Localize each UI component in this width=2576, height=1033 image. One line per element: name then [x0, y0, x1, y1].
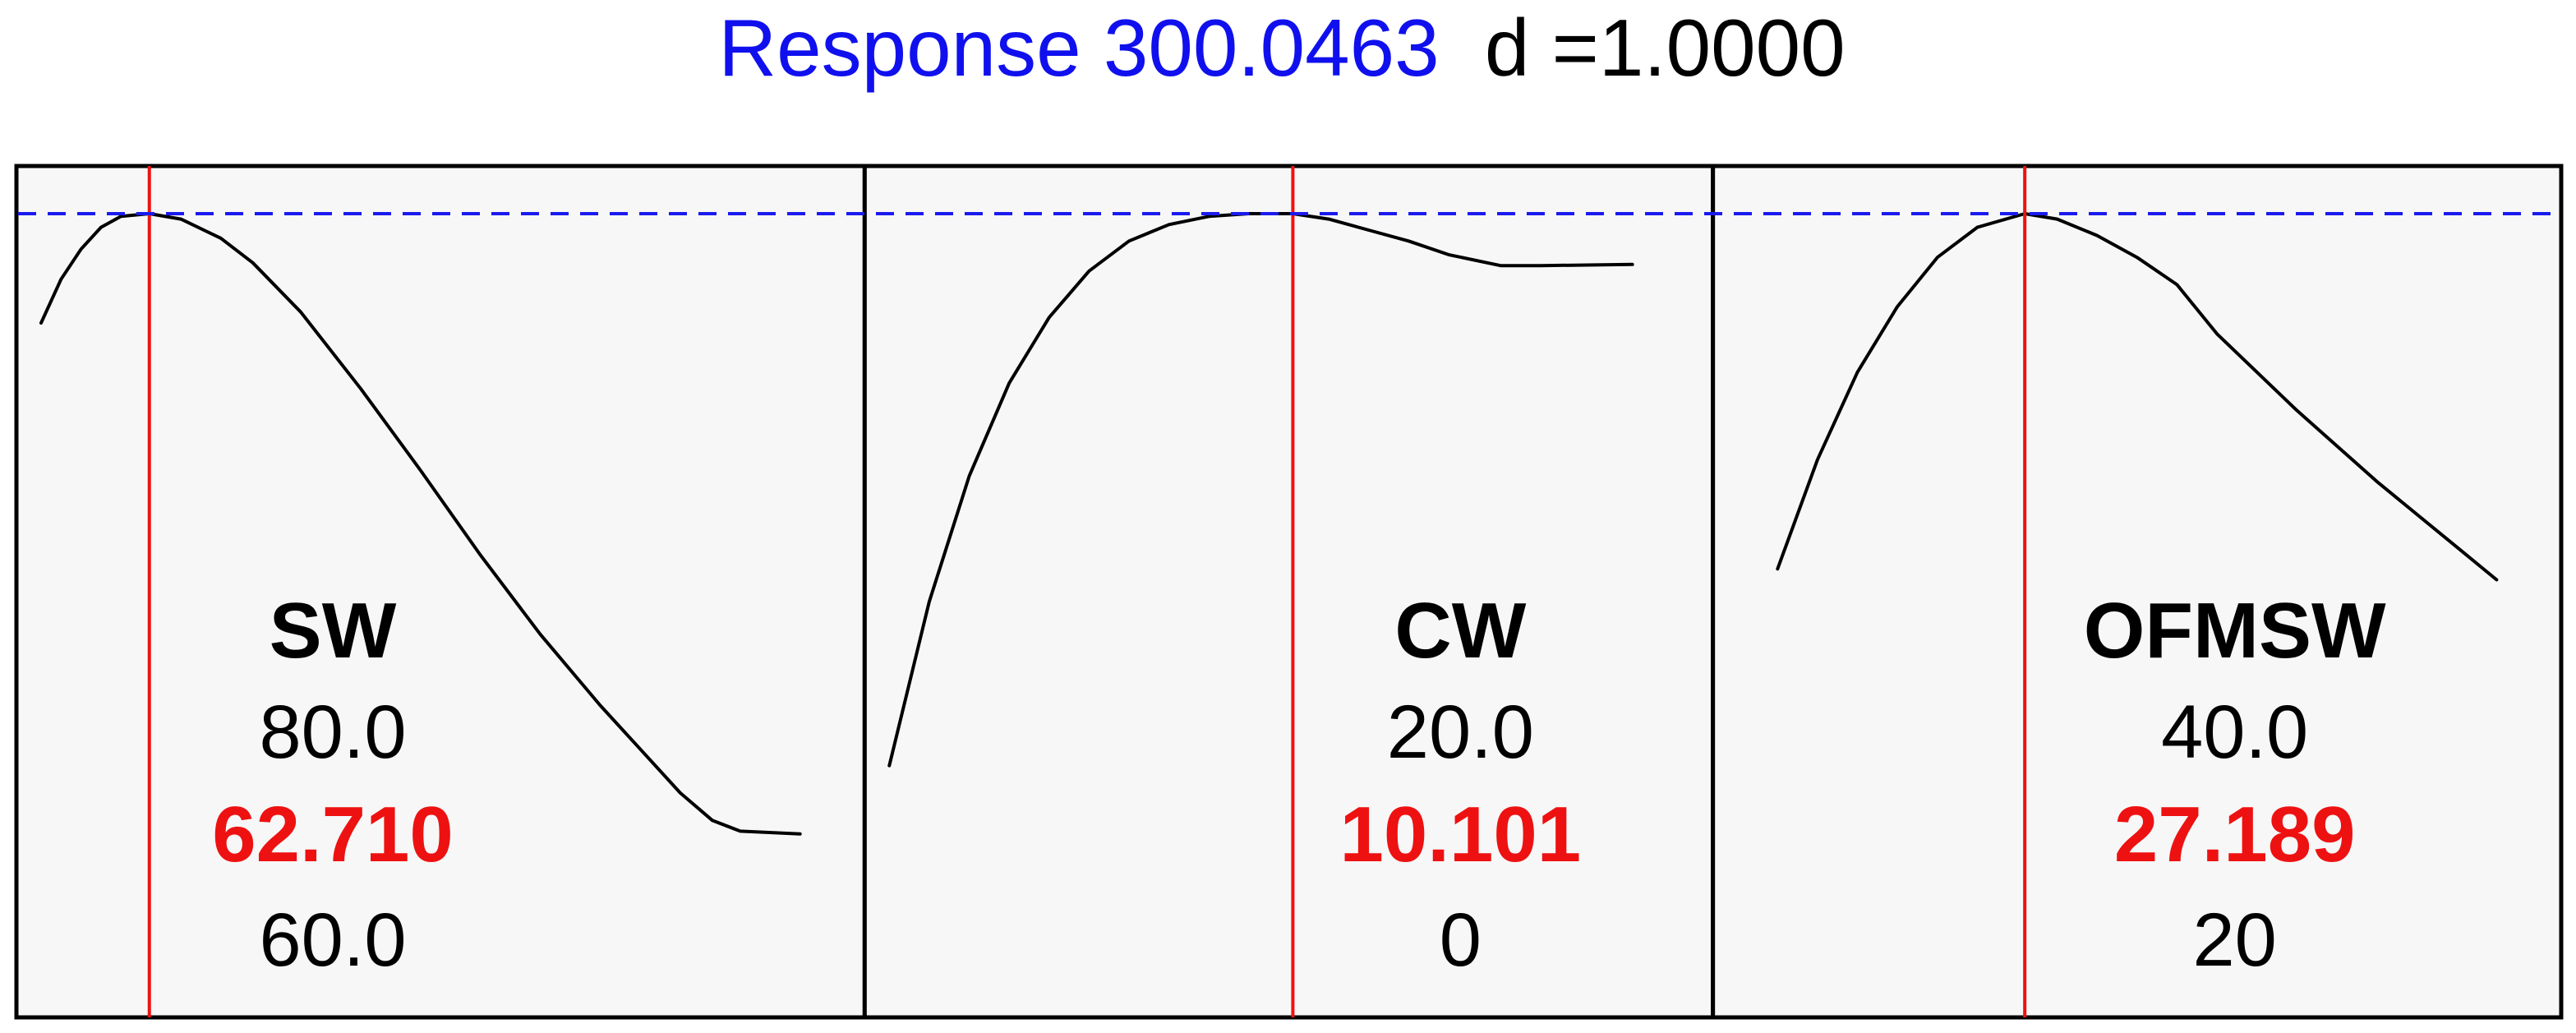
profile-curve-ofmsw: [1776, 212, 2499, 582]
factor-current-ofmsw: 27.189: [2114, 791, 2356, 879]
factor-current-sw: 62.710: [212, 791, 454, 879]
chart-title: Response 300.0463 d =1.0000: [718, 2, 1845, 93]
profile-curve-sw: [39, 212, 802, 836]
factor-name-ofmsw: OFMSW: [2084, 587, 2386, 675]
panel-background: [1711, 164, 2564, 1020]
desirability-value-label: d =1.0000: [1485, 2, 1846, 93]
factor-low-ofmsw: 20: [2192, 898, 2276, 982]
factor-low-sw: 60.0: [259, 898, 406, 982]
factor-low-cw: 0: [1440, 898, 1482, 982]
profile-curve-cw: [887, 212, 1634, 768]
factor-current-cw: 10.101: [1340, 791, 1582, 879]
factor-panel-sw: SW 80.0 62.710 60.0: [14, 164, 867, 1020]
factor-high-cw: 20.0: [1387, 690, 1534, 774]
factor-panel-ofmsw: OFMSW 40.0 27.189 20: [1711, 164, 2564, 1020]
factor-panel-cw: CW 20.0 10.101 0: [862, 164, 1716, 1020]
factor-high-sw: 80.0: [259, 690, 406, 774]
response-value-label: Response 300.0463: [718, 2, 1439, 93]
factor-panels: SW 80.0 62.710 60.0 CW 20.0 10.101 0 OFMSW 40.0 27…: [14, 164, 2564, 1020]
factor-name-cw: CW: [1394, 587, 1526, 675]
panel-background: [14, 164, 867, 1020]
factor-name-sw: SW: [270, 587, 397, 675]
panel-background: [862, 164, 1716, 1020]
factor-high-ofmsw: 40.0: [2161, 690, 2308, 774]
